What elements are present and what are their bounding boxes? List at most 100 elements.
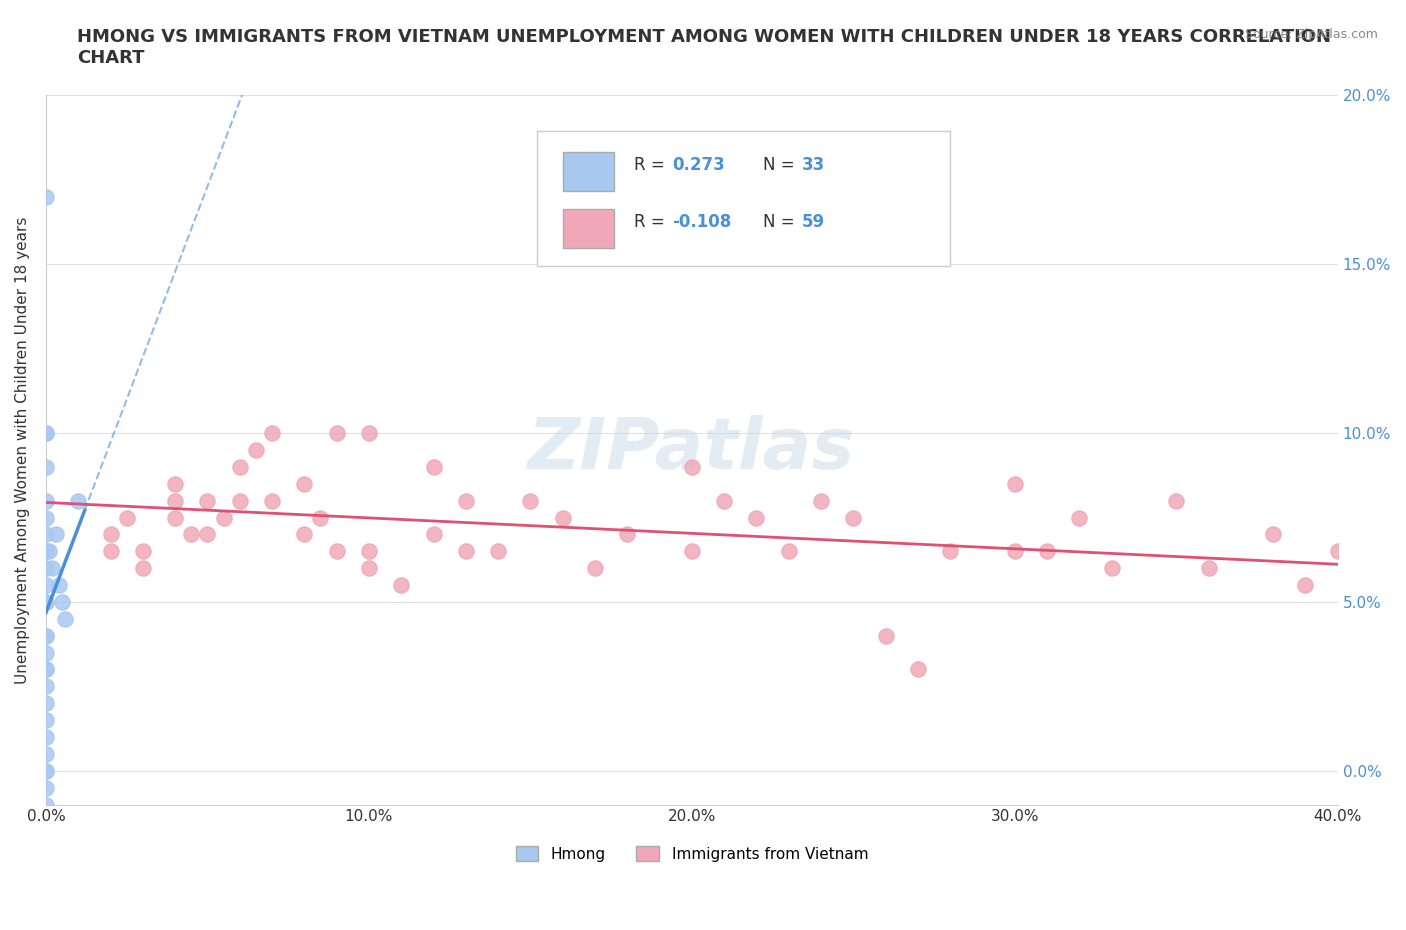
Point — [325, 426, 347, 441]
Point — [616, 527, 638, 542]
Point — [1036, 544, 1059, 559]
Point — [35, 764, 58, 778]
FancyBboxPatch shape — [562, 153, 614, 192]
Point — [875, 629, 897, 644]
Point — [51, 594, 73, 609]
Point — [713, 493, 735, 508]
Point — [260, 493, 283, 508]
Point — [745, 510, 768, 525]
Point — [35, 426, 58, 441]
Point — [35, 629, 58, 644]
Point — [165, 510, 187, 525]
FancyBboxPatch shape — [562, 209, 614, 248]
Point — [197, 527, 219, 542]
Text: N =: N = — [763, 156, 794, 174]
Point — [325, 544, 347, 559]
Point — [35, 527, 58, 542]
Point — [1004, 544, 1026, 559]
Point — [197, 493, 219, 508]
Point — [35, 696, 58, 711]
Point — [67, 493, 90, 508]
Point — [45, 527, 67, 542]
Point — [260, 426, 283, 441]
Point — [35, 459, 58, 474]
Point — [842, 510, 865, 525]
Text: R =: R = — [634, 213, 665, 231]
Legend: Hmong, Immigrants from Vietnam: Hmong, Immigrants from Vietnam — [509, 840, 875, 868]
FancyBboxPatch shape — [537, 131, 950, 266]
Point — [422, 527, 444, 542]
Point — [907, 662, 929, 677]
Point — [35, 594, 58, 609]
Point — [454, 493, 477, 508]
Point — [292, 476, 315, 491]
Text: 59: 59 — [801, 213, 825, 231]
Point — [1166, 493, 1188, 508]
Point — [100, 544, 122, 559]
Point — [35, 747, 58, 762]
Point — [357, 426, 380, 441]
Point — [681, 544, 703, 559]
Text: N =: N = — [763, 213, 794, 231]
Point — [939, 544, 962, 559]
Point — [53, 611, 76, 626]
Point — [35, 629, 58, 644]
Point — [132, 544, 155, 559]
Point — [35, 662, 58, 677]
Point — [35, 662, 58, 677]
Point — [422, 459, 444, 474]
Point — [1069, 510, 1091, 525]
Point — [35, 426, 58, 441]
Point — [778, 544, 800, 559]
Point — [35, 780, 58, 795]
Point — [551, 510, 574, 525]
Y-axis label: Unemployment Among Women with Children Under 18 years: Unemployment Among Women with Children U… — [15, 217, 30, 684]
Point — [212, 510, 235, 525]
Point — [454, 544, 477, 559]
Point — [245, 443, 267, 458]
Text: Source: ZipAtlas.com: Source: ZipAtlas.com — [1244, 28, 1378, 41]
Point — [292, 527, 315, 542]
Point — [35, 561, 58, 576]
Point — [35, 679, 58, 694]
Point — [35, 544, 58, 559]
Point — [35, 578, 58, 592]
Point — [132, 561, 155, 576]
Point — [180, 527, 202, 542]
Text: ZIPatlas: ZIPatlas — [529, 416, 856, 485]
Text: -0.108: -0.108 — [672, 213, 731, 231]
Point — [1294, 578, 1316, 592]
Point — [357, 561, 380, 576]
Point — [1004, 476, 1026, 491]
Point — [41, 561, 63, 576]
Point — [486, 544, 509, 559]
Point — [681, 459, 703, 474]
Text: 0.273: 0.273 — [672, 156, 725, 174]
Text: 33: 33 — [801, 156, 825, 174]
Point — [35, 645, 58, 660]
Point — [229, 493, 252, 508]
Point — [35, 764, 58, 778]
Point — [229, 459, 252, 474]
Point — [1391, 629, 1406, 644]
Point — [1263, 527, 1285, 542]
Point — [519, 493, 541, 508]
Point — [35, 190, 58, 205]
Text: HMONG VS IMMIGRANTS FROM VIETNAM UNEMPLOYMENT AMONG WOMEN WITH CHILDREN UNDER 18: HMONG VS IMMIGRANTS FROM VIETNAM UNEMPLO… — [77, 28, 1331, 67]
Point — [35, 729, 58, 744]
Point — [1326, 544, 1348, 559]
Point — [583, 561, 606, 576]
Point — [35, 712, 58, 727]
Point — [810, 493, 832, 508]
Point — [165, 493, 187, 508]
Point — [1101, 561, 1123, 576]
Point — [35, 594, 58, 609]
Point — [389, 578, 412, 592]
Point — [100, 527, 122, 542]
Point — [38, 544, 60, 559]
Point — [1198, 561, 1220, 576]
Point — [35, 493, 58, 508]
Text: R =: R = — [634, 156, 665, 174]
Point — [115, 510, 138, 525]
Point — [48, 578, 70, 592]
